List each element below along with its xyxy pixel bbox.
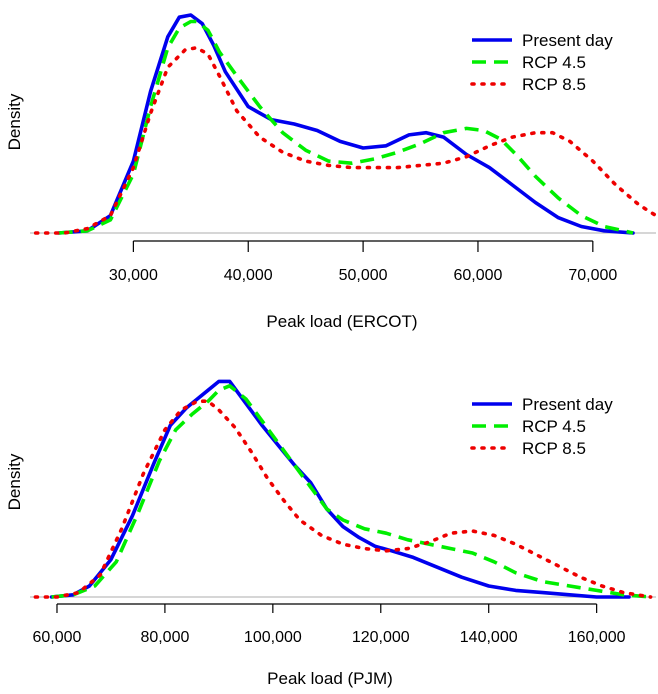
x-tick-label: 30,000 <box>109 267 158 284</box>
x-tick-label: 60,000 <box>453 267 502 284</box>
x-tick-label: 120,000 <box>352 629 410 646</box>
x-tick-label: 40,000 <box>224 267 273 284</box>
legend-label: RCP 4.5 <box>522 53 586 72</box>
legend-label: Present day <box>522 395 613 414</box>
pjm-density-plot: Density Peak load (PJM) 60,000 80,000 100,… <box>5 379 656 688</box>
y-axis-label: Density <box>5 93 24 150</box>
x-tick-label: 140,000 <box>460 629 518 646</box>
series-line-rcp-8-5 <box>33 45 658 235</box>
legend-label: RCP 8.5 <box>522 439 586 458</box>
series-line-present-day <box>56 13 635 235</box>
x-tick-label: 80,000 <box>140 629 189 646</box>
legend: Present day RCP 4.5 RCP 8.5 <box>470 31 613 94</box>
y-axis-label: Density <box>5 453 24 510</box>
legend-label: RCP 8.5 <box>522 75 586 94</box>
ercot-density-plot: Density Peak load (ERCOT) 30,000 40,000 50… <box>5 13 658 331</box>
series-line-rcp-4-5 <box>51 384 651 599</box>
x-tick-label: 70,000 <box>568 267 617 284</box>
x-tick-label: 60,000 <box>33 629 82 646</box>
series-line-rcp-8-5 <box>33 399 653 599</box>
x-axis-label: Peak load (PJM) <box>267 669 393 688</box>
ercot-density-chart: Density Peak load (ERCOT) 30,000 40,000 50… <box>5 13 658 331</box>
legend-label: RCP 4.5 <box>522 417 586 436</box>
pjm-density-chart: Density Peak load (PJM) 60,000 80,000 100,… <box>0 347 658 694</box>
legend: Present day RCP 4.5 RCP 8.5 <box>470 395 613 458</box>
series-line-present-day <box>49 379 631 599</box>
x-tick-label: 50,000 <box>339 267 388 284</box>
series-line-rcp-4-5 <box>58 19 634 235</box>
x-tick-label: 160,000 <box>568 629 626 646</box>
legend-label: Present day <box>522 31 613 50</box>
x-tick-label: 100,000 <box>244 629 302 646</box>
x-axis-label: Peak load (ERCOT) <box>266 312 417 331</box>
